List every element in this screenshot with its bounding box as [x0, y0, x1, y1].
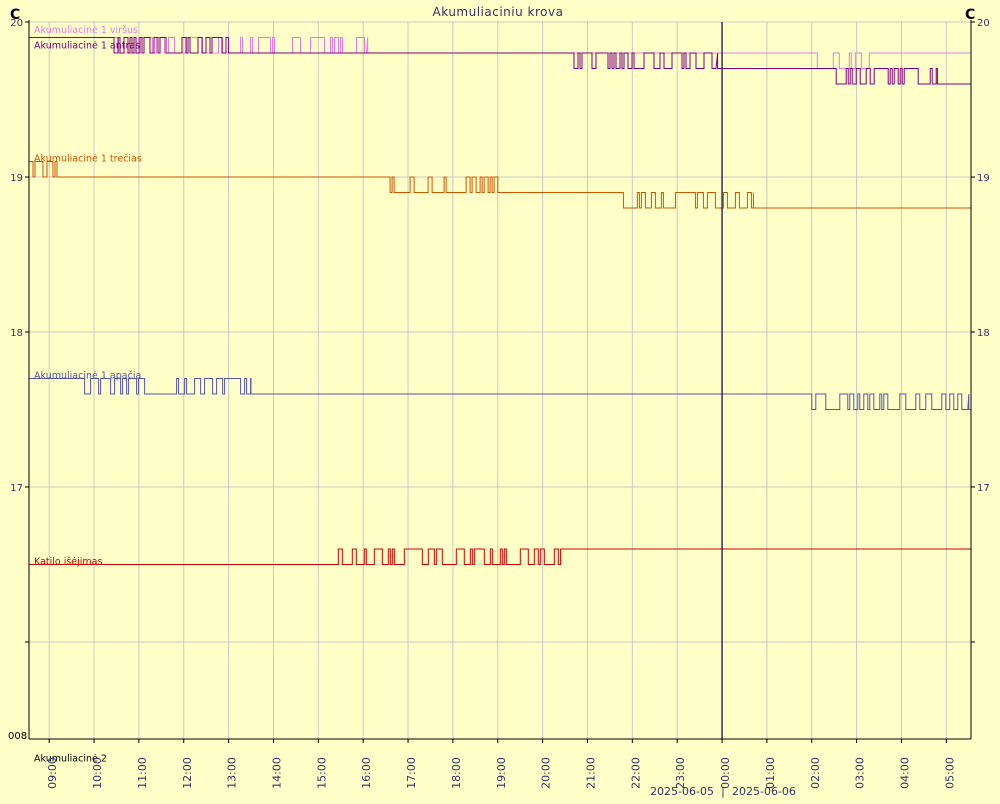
x-tick-label: 09:00 — [46, 757, 59, 789]
series-layer: Akumuliacinė 1 viršus Akumuliacinė 1 antr… — [28, 25, 971, 764]
x-tick-label: 03:00 — [854, 757, 867, 789]
series-label: Akumuliacinė 1 apačia — [34, 370, 141, 381]
series-5: Akumuliacinė 2 — [34, 753, 107, 764]
x-tick-label: 20:00 — [540, 757, 553, 789]
y-tick-label-left: 19 — [10, 173, 23, 184]
chart-title: Akumuliaciniu krova — [433, 5, 564, 19]
y-tick-label-right: 20 — [977, 18, 990, 29]
x-tick-label: 21:00 — [584, 757, 597, 789]
grid — [29, 21, 971, 739]
x-tick-label: 01:00 — [764, 757, 777, 789]
x-tick-label: 15:00 — [315, 757, 328, 789]
series-3: Akumuliacinė 1 apačia — [29, 370, 971, 410]
series-label: Katilo išėjimas — [34, 556, 103, 567]
x-tick-label: 05:00 — [943, 757, 956, 789]
x-tick-label: 22:00 — [629, 757, 642, 789]
x-tick-label: 16:00 — [360, 757, 373, 789]
x-tick-label: 11:00 — [136, 757, 149, 789]
x-tick-label: 23:00 — [674, 757, 687, 789]
x-tick-label: 00:00 — [719, 757, 732, 789]
series-label: Akumuliacinė 1 antras — [34, 40, 140, 51]
date-right: 2025-06-06 — [732, 785, 796, 798]
date-separator: | — [721, 785, 725, 798]
x-tick-label: 19:00 — [495, 757, 508, 789]
x-tick-label: 13:00 — [226, 757, 239, 789]
labels: 20 20 19 19 18 18 17 17 09:00 10:00 11:00 12:00 13:0… — [10, 18, 989, 789]
series-line — [29, 548, 971, 565]
series-label: Akumuliacinė 2 — [34, 753, 107, 764]
x-tick-label: 02:00 — [809, 757, 822, 789]
y-bottom-label: 008 — [8, 731, 27, 742]
axes — [25, 20, 975, 743]
series-label: Akumuliacinė 1 trečias — [34, 153, 142, 164]
x-tick-label: 17:00 — [405, 757, 418, 789]
y-tick-label-right: 19 — [977, 173, 990, 184]
y-tick-label-left: 18 — [10, 328, 23, 339]
series-line — [29, 37, 971, 85]
x-tick-label: 04:00 — [898, 757, 911, 789]
series-label: Akumuliacinė 1 viršus — [34, 25, 138, 36]
x-tick-label: 14:00 — [270, 757, 283, 789]
y-unit-left: C — [10, 7, 20, 23]
y-unit-right: C — [965, 7, 975, 23]
series-line — [28, 161, 971, 209]
y-tick-label-left: 17 — [10, 483, 23, 494]
x-tick-label: 10:00 — [91, 757, 104, 789]
date-left: 2025-06-05 — [650, 785, 714, 798]
series-4: Katilo išėjimas — [29, 548, 971, 567]
series-2: Akumuliacinė 1 trečias — [28, 153, 971, 209]
series-line — [29, 378, 971, 410]
x-tick-label: 18:00 — [450, 757, 463, 789]
y-tick-label-right: 17 — [977, 483, 990, 494]
x-tick-label: 12:00 — [181, 757, 194, 789]
y-tick-label-left: 20 — [10, 18, 23, 29]
series-1: Akumuliacinė 1 antras — [29, 37, 971, 85]
y-tick-label-right: 18 — [977, 328, 990, 339]
